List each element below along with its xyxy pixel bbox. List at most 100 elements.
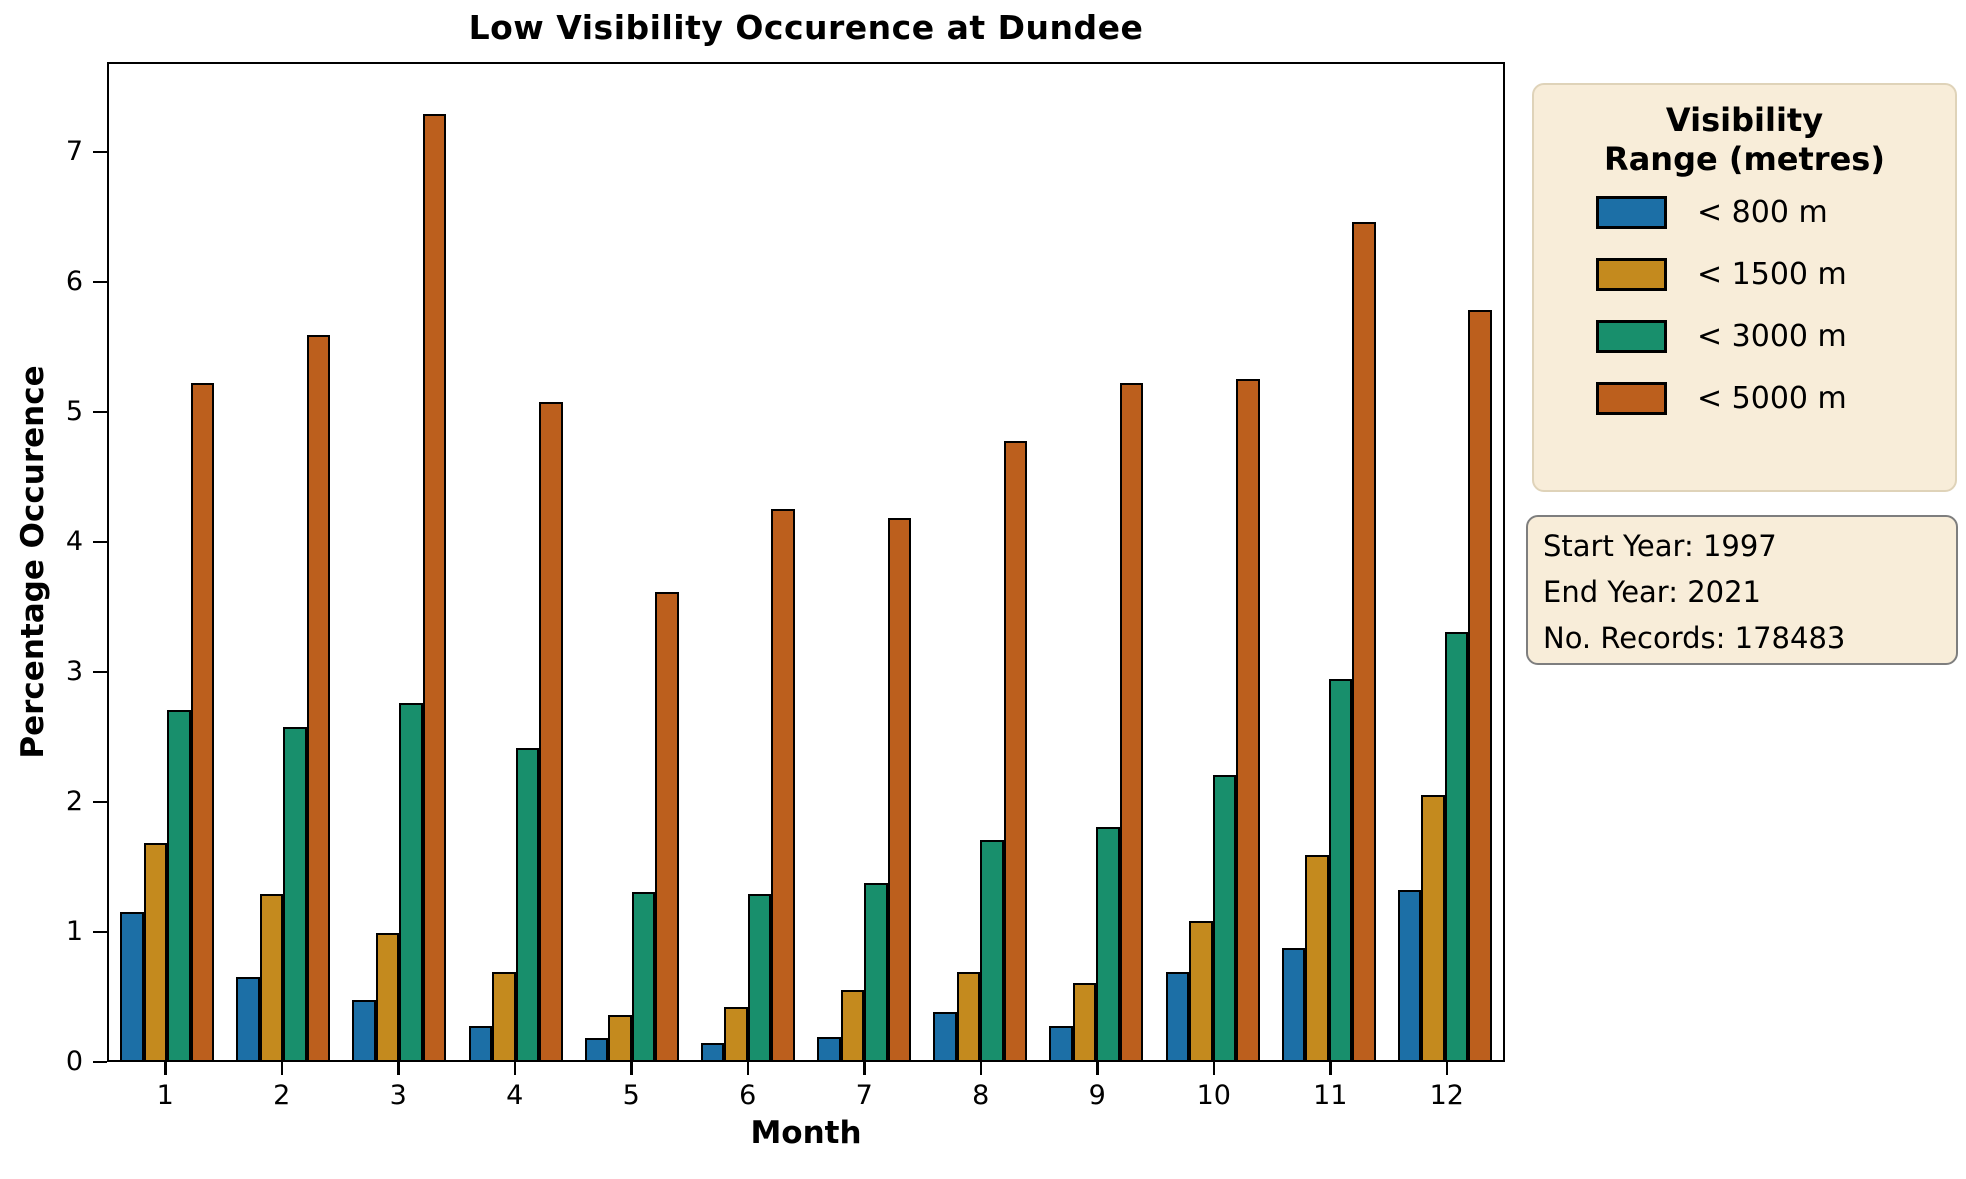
y-tick-mark xyxy=(93,670,107,674)
bar xyxy=(1397,889,1422,1060)
bar xyxy=(515,748,540,1060)
x-tick-label: 7 xyxy=(855,1080,873,1111)
x-tick-mark xyxy=(1096,1062,1099,1075)
bar xyxy=(840,989,865,1060)
bar xyxy=(1072,983,1097,1060)
bar-group-month-6 xyxy=(690,64,806,1060)
y-tick-mark xyxy=(93,410,107,414)
x-axis-label: Month xyxy=(750,1115,862,1151)
bar xyxy=(190,382,215,1060)
x-tick-label: 4 xyxy=(506,1080,524,1111)
x-tick-label: 10 xyxy=(1196,1080,1231,1111)
legend-entries: < 800 m < 1500 m < 3000 m < 5000 m xyxy=(1534,195,1955,416)
bar-group-month-5 xyxy=(574,64,690,1060)
x-tick-label: 6 xyxy=(739,1080,757,1111)
bar xyxy=(143,842,168,1060)
x-tick-label: 5 xyxy=(622,1080,640,1111)
bar xyxy=(1328,679,1353,1060)
bar xyxy=(864,883,888,1060)
x-tick-mark xyxy=(1445,1062,1448,1075)
bar xyxy=(1352,221,1376,1060)
x-tick-month-1: 1 xyxy=(107,1062,224,1122)
legend: Visibility Range (metres) < 800 m < 1500… xyxy=(1532,83,1957,492)
bar xyxy=(956,971,981,1060)
bar xyxy=(700,1043,725,1060)
bar xyxy=(1212,775,1237,1060)
y-tick-mark xyxy=(93,930,107,934)
bar xyxy=(422,113,447,1060)
bar xyxy=(539,402,563,1060)
legend-swatch-1500m xyxy=(1596,258,1667,292)
bar xyxy=(306,334,331,1060)
x-tick-mark xyxy=(1329,1062,1332,1075)
bar-group-month-9 xyxy=(1038,64,1154,1060)
x-tick-mark xyxy=(979,1062,982,1075)
legend-swatch-3000m xyxy=(1596,320,1667,354)
y-axis: 0 1 2 3 4 5 6 7 xyxy=(0,62,107,1077)
legend-swatch-5000m xyxy=(1596,382,1667,416)
y-tick-mark xyxy=(93,150,107,154)
y-tick-label: 4 xyxy=(65,526,83,557)
bar-group-month-4 xyxy=(458,64,574,1060)
x-tick-label: 1 xyxy=(156,1080,174,1111)
info-end-year: End Year: 2021 xyxy=(1543,575,1762,609)
bar xyxy=(887,517,912,1060)
bar xyxy=(631,892,656,1060)
bar-group-month-1 xyxy=(109,64,225,1060)
bar-group-month-2 xyxy=(225,64,341,1060)
bar xyxy=(468,1026,493,1060)
bar xyxy=(1281,948,1306,1060)
x-tick-mark xyxy=(1212,1062,1215,1075)
bar-group-month-7 xyxy=(806,64,922,1060)
x-tick-label: 2 xyxy=(273,1080,291,1111)
x-tick-month-7: 7 xyxy=(806,1062,923,1122)
bar xyxy=(1305,854,1329,1060)
bar xyxy=(399,702,423,1060)
bar xyxy=(283,727,307,1060)
bar xyxy=(1096,827,1120,1060)
legend-label-1500m: < 1500 m xyxy=(1697,257,1847,293)
x-tick-mark xyxy=(397,1062,400,1075)
y-tick-label: 2 xyxy=(65,786,83,817)
bar xyxy=(1468,309,1492,1060)
x-tick-month-2: 2 xyxy=(224,1062,341,1122)
info-start-year: Start Year: 1997 xyxy=(1543,529,1777,563)
y-tick-mark xyxy=(93,540,107,544)
x-tick-label: 8 xyxy=(972,1080,990,1111)
bar xyxy=(608,1014,632,1060)
legend-entry-800m: < 800 m xyxy=(1596,195,1955,230)
plot-area xyxy=(107,62,1505,1062)
legend-swatch-800m xyxy=(1596,196,1667,230)
bar xyxy=(1165,971,1190,1060)
x-tick-month-8: 8 xyxy=(923,1062,1040,1122)
legend-label-800m: < 800 m xyxy=(1697,195,1828,231)
bar-group-month-10 xyxy=(1155,64,1271,1060)
y-tick-label: 3 xyxy=(65,656,83,687)
y-tick-mark xyxy=(93,1060,107,1064)
info-box: Start Year: 1997 End Year: 2021 No. Reco… xyxy=(1526,515,1958,665)
legend-title: Visibility Range (metres) xyxy=(1534,101,1955,179)
legend-entry-5000m: < 5000 m xyxy=(1596,381,1955,416)
x-tick-label: 3 xyxy=(389,1080,407,1111)
bar xyxy=(817,1036,841,1060)
bar xyxy=(120,911,144,1060)
x-tick-mark xyxy=(863,1062,866,1075)
bar xyxy=(1049,1026,1073,1060)
bar xyxy=(747,893,772,1060)
bar xyxy=(1236,378,1260,1060)
y-tick-label: 6 xyxy=(65,266,83,297)
bar xyxy=(352,1000,376,1060)
x-tick-month-3: 3 xyxy=(340,1062,457,1122)
bar xyxy=(1119,382,1144,1060)
bar-group-month-3 xyxy=(341,64,457,1060)
legend-label-5000m: < 5000 m xyxy=(1697,381,1847,417)
bar xyxy=(980,840,1004,1060)
legend-entry-3000m: < 3000 m xyxy=(1596,319,1955,354)
x-tick-month-9: 9 xyxy=(1039,1062,1156,1122)
bar xyxy=(492,971,516,1060)
bar xyxy=(259,893,284,1060)
bar xyxy=(167,710,191,1060)
bar xyxy=(1003,441,1028,1060)
x-tick-month-4: 4 xyxy=(457,1062,574,1122)
bar xyxy=(771,508,795,1060)
